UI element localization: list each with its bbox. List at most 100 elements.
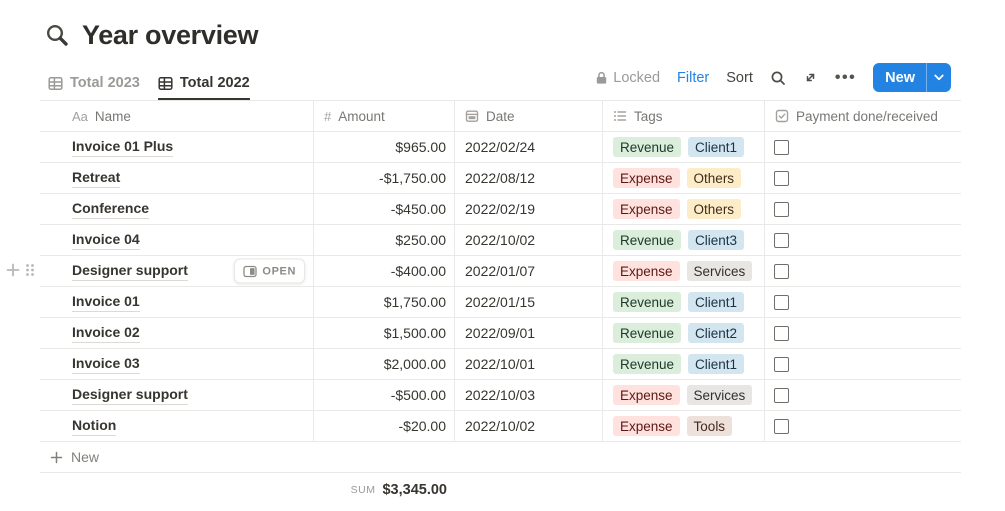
sum-label: SUM <box>350 484 376 496</box>
payment-checkbox[interactable] <box>774 201 789 217</box>
table-row[interactable]: Designer support OPEN -$400.00 2022/01/07… <box>40 256 961 287</box>
payment-checkbox[interactable] <box>774 170 789 186</box>
column-header-amount[interactable]: # Amount <box>314 101 455 131</box>
expand-icon[interactable] <box>803 70 818 85</box>
cell-date[interactable]: 2022/10/02 <box>455 411 603 441</box>
cell-amount[interactable]: $250.00 <box>314 225 455 255</box>
open-peek-button[interactable]: OPEN <box>234 258 305 284</box>
cell-payment[interactable] <box>765 163 961 193</box>
cell-name[interactable]: Designer support OPEN <box>40 256 314 286</box>
table-row[interactable]: Invoice 02 $1,500.00 2022/09/01 Revenue C… <box>40 318 961 349</box>
cell-payment[interactable] <box>765 318 961 348</box>
cell-date[interactable]: 2022/09/01 <box>455 318 603 348</box>
cell-amount[interactable]: $965.00 <box>314 132 455 162</box>
payment-checkbox[interactable] <box>774 294 789 310</box>
cell-date[interactable]: 2022/10/03 <box>455 380 603 410</box>
page-title[interactable]: Year overview <box>82 20 259 50</box>
tag-chip: Services <box>686 261 753 281</box>
drag-handle-icon[interactable] <box>24 262 36 278</box>
cell-tags[interactable]: Expense Tools <box>603 411 765 441</box>
payment-checkbox[interactable] <box>774 356 789 372</box>
cell-name[interactable]: Invoice 01 <box>40 287 314 317</box>
cell-amount[interactable]: -$400.00 <box>314 256 455 286</box>
database-toolbar: Locked Filter Sort ••• New <box>595 63 951 100</box>
cell-date[interactable]: 2022/02/19 <box>455 194 603 224</box>
cell-payment[interactable] <box>765 380 961 410</box>
tab-total-2022[interactable]: Total 2022 <box>157 75 250 100</box>
payment-checkbox[interactable] <box>774 139 789 155</box>
cell-tags[interactable]: Revenue Client3 <box>603 225 765 255</box>
payment-checkbox[interactable] <box>774 418 789 434</box>
cell-amount[interactable]: -$1,750.00 <box>314 163 455 193</box>
chevron-down-icon[interactable] <box>927 63 951 92</box>
table-row[interactable]: Notion -$20.00 2022/10/02 Expense Tools <box>40 411 961 442</box>
new-button[interactable]: New <box>873 63 951 92</box>
cell-date[interactable]: 2022/02/24 <box>455 132 603 162</box>
cell-date[interactable]: 2022/08/12 <box>455 163 603 193</box>
cell-payment[interactable] <box>765 194 961 224</box>
table-row[interactable]: Invoice 01 Plus $965.00 2022/02/24 Reven… <box>40 132 961 163</box>
cell-tags[interactable]: Revenue Client1 <box>603 132 765 162</box>
table-row[interactable]: Designer support -$500.00 2022/10/03 Exp… <box>40 380 961 411</box>
payment-checkbox[interactable] <box>774 263 789 279</box>
cell-amount[interactable]: $1,750.00 <box>314 287 455 317</box>
cell-date[interactable]: 2022/10/02 <box>455 225 603 255</box>
cell-tags[interactable]: Revenue Client1 <box>603 349 765 379</box>
cell-name[interactable]: Invoice 02 <box>40 318 314 348</box>
cell-amount[interactable]: $1,500.00 <box>314 318 455 348</box>
table-row[interactable]: Invoice 01 $1,750.00 2022/01/15 Revenue C… <box>40 287 961 318</box>
cell-payment[interactable] <box>765 411 961 441</box>
cell-amount[interactable]: -$450.00 <box>314 194 455 224</box>
column-header-payment[interactable]: Payment done/received <box>765 101 961 131</box>
search-icon[interactable] <box>770 70 786 86</box>
cell-tags[interactable]: Expense Others <box>603 163 765 193</box>
tag-chip: Expense <box>613 416 680 436</box>
cell-payment[interactable] <box>765 287 961 317</box>
cell-name[interactable]: Invoice 01 Plus <box>40 132 314 162</box>
cell-payment[interactable] <box>765 225 961 255</box>
database-table: Aa Name # Amount Date <box>40 100 961 507</box>
table-row[interactable]: Retreat -$1,750.00 2022/08/12 Expense Oth… <box>40 163 961 194</box>
amount-sum[interactable]: SUM $3,345.00 <box>40 473 455 507</box>
cell-tags[interactable]: Revenue Client2 <box>603 318 765 348</box>
cell-date[interactable]: 2022/10/01 <box>455 349 603 379</box>
tag-chip: Services <box>686 385 753 405</box>
cell-payment[interactable] <box>765 349 961 379</box>
cell-payment[interactable] <box>765 256 961 286</box>
new-row-button[interactable]: New <box>40 442 961 473</box>
cell-amount[interactable]: -$500.00 <box>314 380 455 410</box>
new-button-divider <box>926 63 927 92</box>
column-label: Name <box>94 108 131 124</box>
cell-name[interactable]: Conference <box>40 194 314 224</box>
cell-date[interactable]: 2022/01/07 <box>455 256 603 286</box>
column-header-name[interactable]: Aa Name <box>40 101 314 131</box>
column-header-tags[interactable]: Tags <box>603 101 765 131</box>
cell-name[interactable]: Notion <box>40 411 314 441</box>
tab-total-2023[interactable]: Total 2023 <box>48 75 140 100</box>
more-options-button[interactable]: ••• <box>834 68 857 86</box>
cell-amount[interactable]: $2,000.00 <box>314 349 455 379</box>
cell-tags[interactable]: Expense Services <box>603 380 765 410</box>
locked-indicator[interactable]: Locked <box>595 70 660 86</box>
table-row[interactable]: Invoice 04 $250.00 2022/10/02 Revenue Cli… <box>40 225 961 256</box>
cell-date[interactable]: 2022/01/15 <box>455 287 603 317</box>
column-header-date[interactable]: Date <box>455 101 603 131</box>
sort-button[interactable]: Sort <box>726 69 753 86</box>
view-tabbar: Total 2023 Total 2022 Locked Filter Sort <box>48 62 951 100</box>
table-row[interactable]: Conference -$450.00 2022/02/19 Expense Ot… <box>40 194 961 225</box>
cell-tags[interactable]: Expense Services <box>603 256 765 286</box>
filter-button[interactable]: Filter <box>677 69 710 86</box>
cell-name[interactable]: Retreat <box>40 163 314 193</box>
cell-name[interactable]: Designer support <box>40 380 314 410</box>
add-row-button[interactable] <box>5 262 21 278</box>
payment-checkbox[interactable] <box>774 387 789 403</box>
payment-checkbox[interactable] <box>774 232 789 248</box>
payment-checkbox[interactable] <box>774 325 789 341</box>
cell-tags[interactable]: Expense Others <box>603 194 765 224</box>
cell-payment[interactable] <box>765 132 961 162</box>
cell-tags[interactable]: Revenue Client1 <box>603 287 765 317</box>
cell-name[interactable]: Invoice 03 <box>40 349 314 379</box>
cell-name[interactable]: Invoice 04 <box>40 225 314 255</box>
cell-amount[interactable]: -$20.00 <box>314 411 455 441</box>
table-row[interactable]: Invoice 03 $2,000.00 2022/10/01 Revenue C… <box>40 349 961 380</box>
